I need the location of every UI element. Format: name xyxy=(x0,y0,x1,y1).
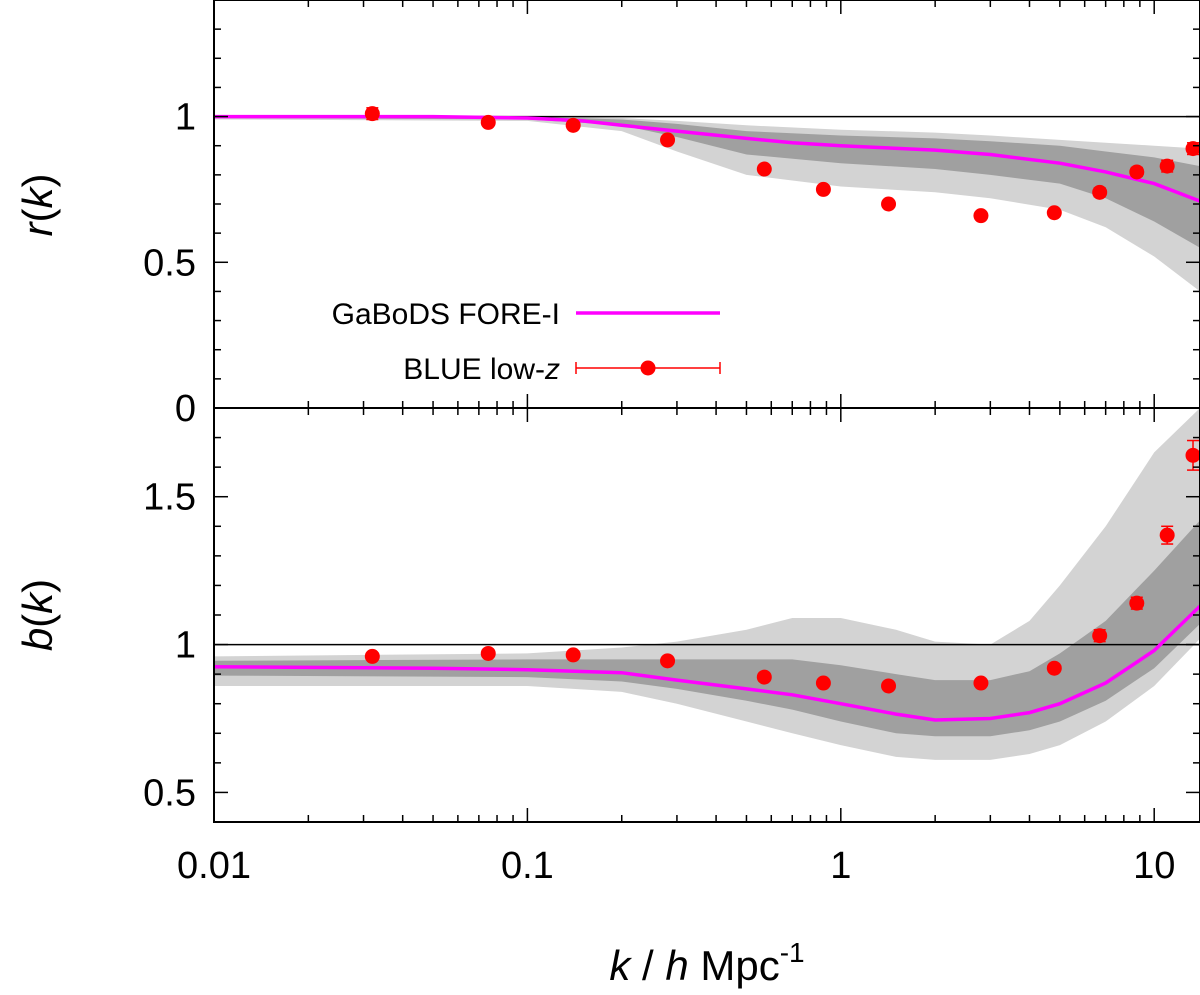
data-point xyxy=(1129,164,1145,180)
data-point xyxy=(565,117,581,133)
bottom-panel: 0.5 1 1.5 b(k) xyxy=(14,407,1200,823)
top-y-axis-label: r(k) xyxy=(14,174,61,237)
y-tick-label: 1 xyxy=(175,625,196,667)
top-panel: 00.51 GaBoDS FORE-I BLUE low-z r(k) xyxy=(14,0,1200,430)
data-point xyxy=(1092,628,1108,644)
legend-label-data: BLUE low-z xyxy=(403,353,560,386)
top-y-ticks: 00.51 xyxy=(143,0,1200,430)
data-point xyxy=(973,675,989,691)
data-point xyxy=(1129,595,1145,611)
data-point xyxy=(1159,525,1175,545)
data-point xyxy=(756,669,772,685)
x-tick-label: 10 xyxy=(1133,845,1175,887)
data-point xyxy=(1185,141,1200,157)
data-point xyxy=(1159,158,1175,174)
data-point xyxy=(480,645,496,661)
bottom-y-ticks: 0.5 1 1.5 xyxy=(143,407,1200,823)
legend-label-model: GaBoDS FORE-I xyxy=(332,298,560,331)
x-tick-label: 0.01 xyxy=(177,845,251,887)
data-point xyxy=(815,675,831,691)
bottom-y-axis-label: b(k) xyxy=(14,579,61,651)
data-point xyxy=(881,678,897,694)
data-point xyxy=(364,648,380,664)
bottom-x-ticks xyxy=(213,408,1155,822)
top-band-inner xyxy=(214,116,1200,248)
y-tick-label: 1.5 xyxy=(143,477,196,519)
bottom-frame xyxy=(213,407,1200,823)
data-point xyxy=(1092,184,1108,200)
x-tick-labels: 0.01 0.1 1 10 xyxy=(177,845,1175,887)
data-point xyxy=(973,208,989,224)
data-point xyxy=(364,106,380,122)
data-point xyxy=(1046,660,1062,676)
data-point xyxy=(815,181,831,197)
y-tick-label: 0.5 xyxy=(143,772,196,814)
x-axis-label: k / h Mpc-1 xyxy=(609,937,804,989)
bottom-model-line xyxy=(214,604,1200,722)
top-model-line xyxy=(214,114,1200,203)
y-tick-label: 0 xyxy=(175,388,196,430)
data-point xyxy=(565,647,581,663)
bottom-data-points xyxy=(364,439,1200,694)
data-point xyxy=(1185,439,1200,471)
top-x-ticks xyxy=(213,0,1155,408)
legend-point-sample xyxy=(575,360,721,376)
bottom-band-inner xyxy=(214,520,1200,737)
y-tick-label: 0.5 xyxy=(143,242,196,284)
data-point xyxy=(660,132,676,148)
data-point xyxy=(660,653,676,669)
top-data-points xyxy=(364,106,1200,224)
data-point xyxy=(756,161,772,177)
x-tick-label: 0.1 xyxy=(501,845,554,887)
x-tick-label: 1 xyxy=(830,845,851,887)
legend: GaBoDS FORE-I BLUE low-z xyxy=(332,298,721,386)
data-point xyxy=(881,196,897,212)
data-point xyxy=(480,114,496,130)
y-tick-label: 1 xyxy=(175,97,196,139)
data-point xyxy=(1046,205,1062,221)
